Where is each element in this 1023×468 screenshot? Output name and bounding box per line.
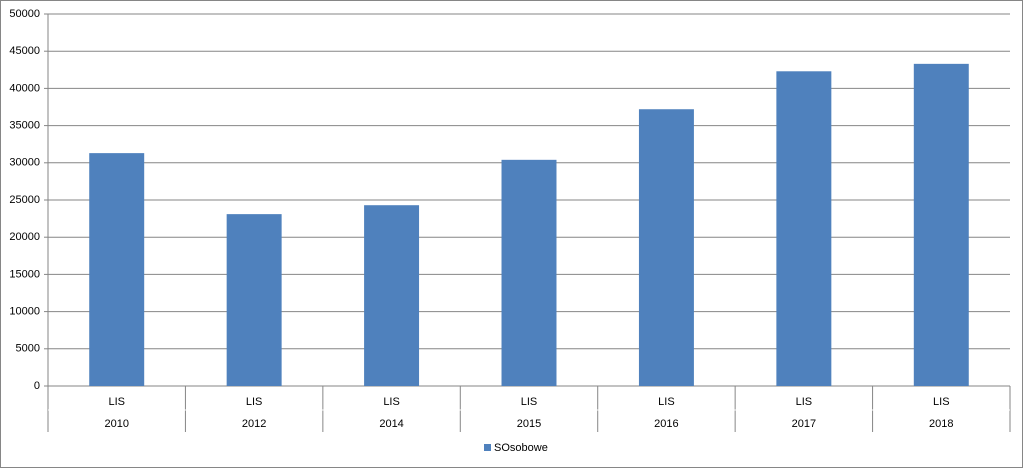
x-tick-label: LIS	[796, 396, 813, 408]
x-tick-label: LIS	[933, 396, 950, 408]
y-tick-label: 5000	[16, 343, 40, 355]
y-tick-label: 30000	[9, 157, 40, 169]
bar	[364, 205, 420, 386]
y-tick-label: 0	[34, 380, 40, 392]
bar	[89, 153, 145, 386]
x-tick-label: LIS	[383, 396, 400, 408]
y-tick-label: 10000	[9, 306, 40, 318]
x-tick-label: 2014	[379, 418, 403, 430]
y-tick-label: 50000	[9, 8, 40, 20]
x-tick-label: 2012	[242, 418, 266, 430]
y-tick-label: 45000	[9, 45, 40, 57]
x-tick-label: LIS	[246, 396, 263, 408]
x-tick-label: LIS	[658, 396, 675, 408]
y-tick-label: 15000	[9, 268, 40, 280]
x-tick-label: 2015	[517, 418, 541, 430]
y-tick-label: 35000	[9, 120, 40, 132]
x-tick-label: 2010	[104, 418, 128, 430]
y-tick-label: 20000	[9, 231, 40, 243]
x-tick-label: 2018	[929, 418, 953, 430]
bar	[776, 71, 832, 387]
x-tick-label: LIS	[521, 396, 538, 408]
y-tick-label: 40000	[9, 82, 40, 94]
y-tick-label: 25000	[9, 194, 40, 206]
legend-swatch	[484, 444, 491, 451]
bar	[638, 109, 694, 387]
bar	[913, 63, 969, 387]
legend-label: SOsobowe	[494, 442, 548, 454]
x-tick-label: 2017	[792, 418, 816, 430]
x-tick-label: 2016	[654, 418, 678, 430]
bar	[226, 214, 282, 386]
bar	[501, 159, 557, 386]
x-tick-label: LIS	[108, 396, 125, 408]
